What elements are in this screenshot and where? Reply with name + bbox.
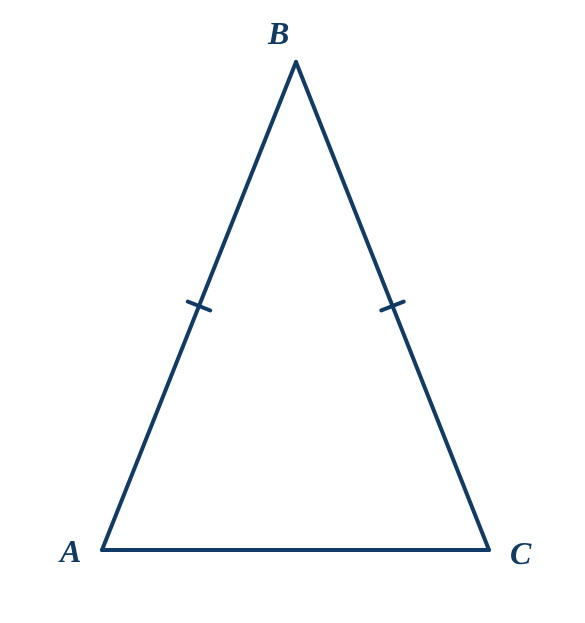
vertex-label-a: A: [58, 533, 81, 569]
triangle-edges: [102, 62, 489, 550]
triangle-diagram: A B C: [0, 0, 585, 623]
vertex-label-c: C: [510, 535, 532, 571]
vertex-label-b: B: [267, 15, 289, 51]
congruence-ticks: [188, 302, 404, 311]
